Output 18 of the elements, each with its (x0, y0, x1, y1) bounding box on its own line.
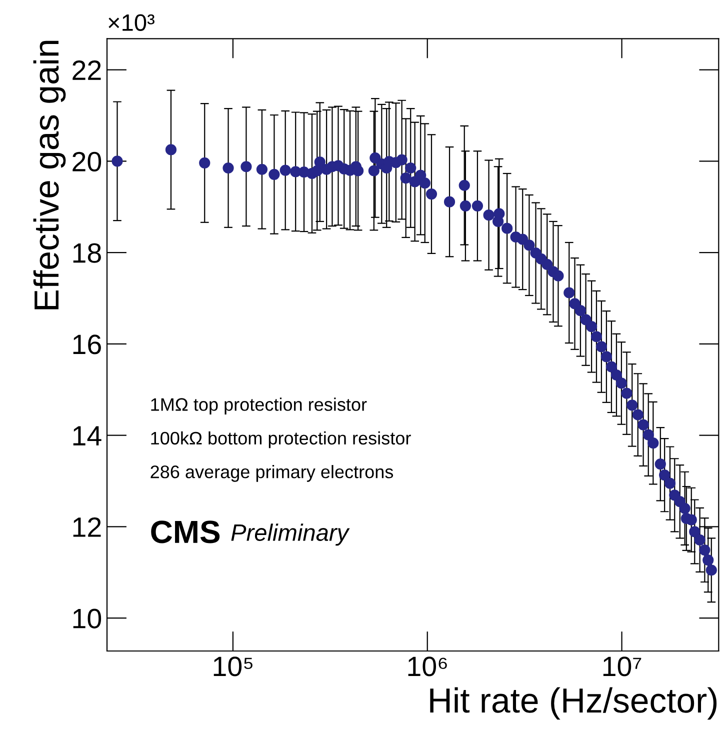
annotation: 100kΩ bottom protection resistor (151, 431, 411, 448)
y-tick-label: 18 (73, 243, 101, 263)
text: ×10³ (108, 14, 154, 31)
y-tick-label: 20 (72, 152, 102, 172)
annotation: CMS (151, 520, 220, 544)
y-tick-label: 10 (73, 608, 102, 628)
annotation: Preliminary (231, 524, 350, 546)
annotation: 1MΩ top protection resistor (151, 398, 367, 414)
y-tick-label: 12 (73, 517, 101, 537)
y-tick-label: 22 (72, 60, 101, 80)
y-tick-label: 14 (73, 426, 102, 446)
x-tick-label: 10⁵ (214, 656, 252, 676)
y-axis-title: Effective gas gain (33, 40, 66, 310)
annotation: 286 average primary electrons (150, 465, 394, 482)
x-tick-label: 10⁶ (408, 656, 447, 676)
y-tick-label: 16 (73, 334, 101, 354)
x-tick-label: 10⁷ (603, 656, 642, 676)
x-axis-title: Hit rate (Hz/sector) (430, 687, 717, 720)
